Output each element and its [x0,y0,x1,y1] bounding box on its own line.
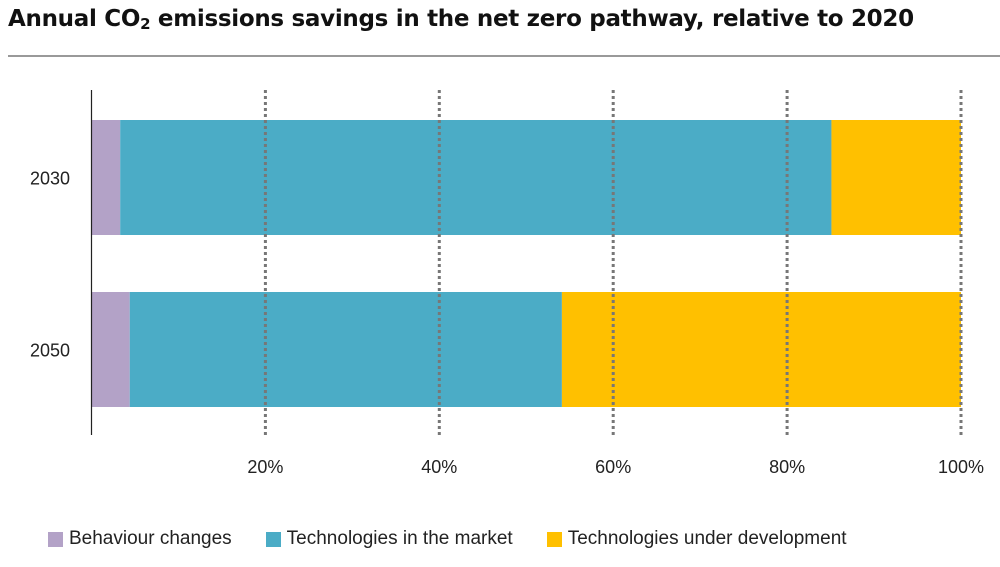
x-tick-label: 40% [421,457,457,477]
legend-label: Technologies under development [567,528,847,549]
bar-2030-2 [831,120,961,235]
category-label: 2050 [30,341,70,361]
bar-2030-0 [91,120,121,235]
legend-item: Technologies under development [546,528,847,550]
x-tick-label: 20% [247,457,283,477]
x-tick-label: 80% [769,457,805,477]
bar-2050-1 [129,292,562,407]
legend-swatch [265,531,281,547]
legend-item: Behaviour changes [48,528,232,550]
x-tick-label: 100% [938,457,984,477]
category-label: 2030 [30,169,70,189]
bar-2050-2 [561,292,961,407]
legend-swatch [48,531,63,547]
legend-label: Behaviour changes [69,528,232,549]
title-divider [8,55,1000,57]
legend: Behaviour changes Technologies in the mar… [48,528,881,550]
legend-label: Technologies in the market [286,528,513,549]
legend-item: Technologies in the market [265,528,513,550]
chart-title: Annual CO2 emissions savings in the net … [8,6,914,33]
chart-plot: 2030 2050 20% 40% 60% 80% 100% [30,90,984,477]
legend-swatch [546,531,562,547]
bar-2050-0 [91,292,130,407]
bar-2030-1 [120,120,832,235]
x-tick-label: 60% [595,457,631,477]
